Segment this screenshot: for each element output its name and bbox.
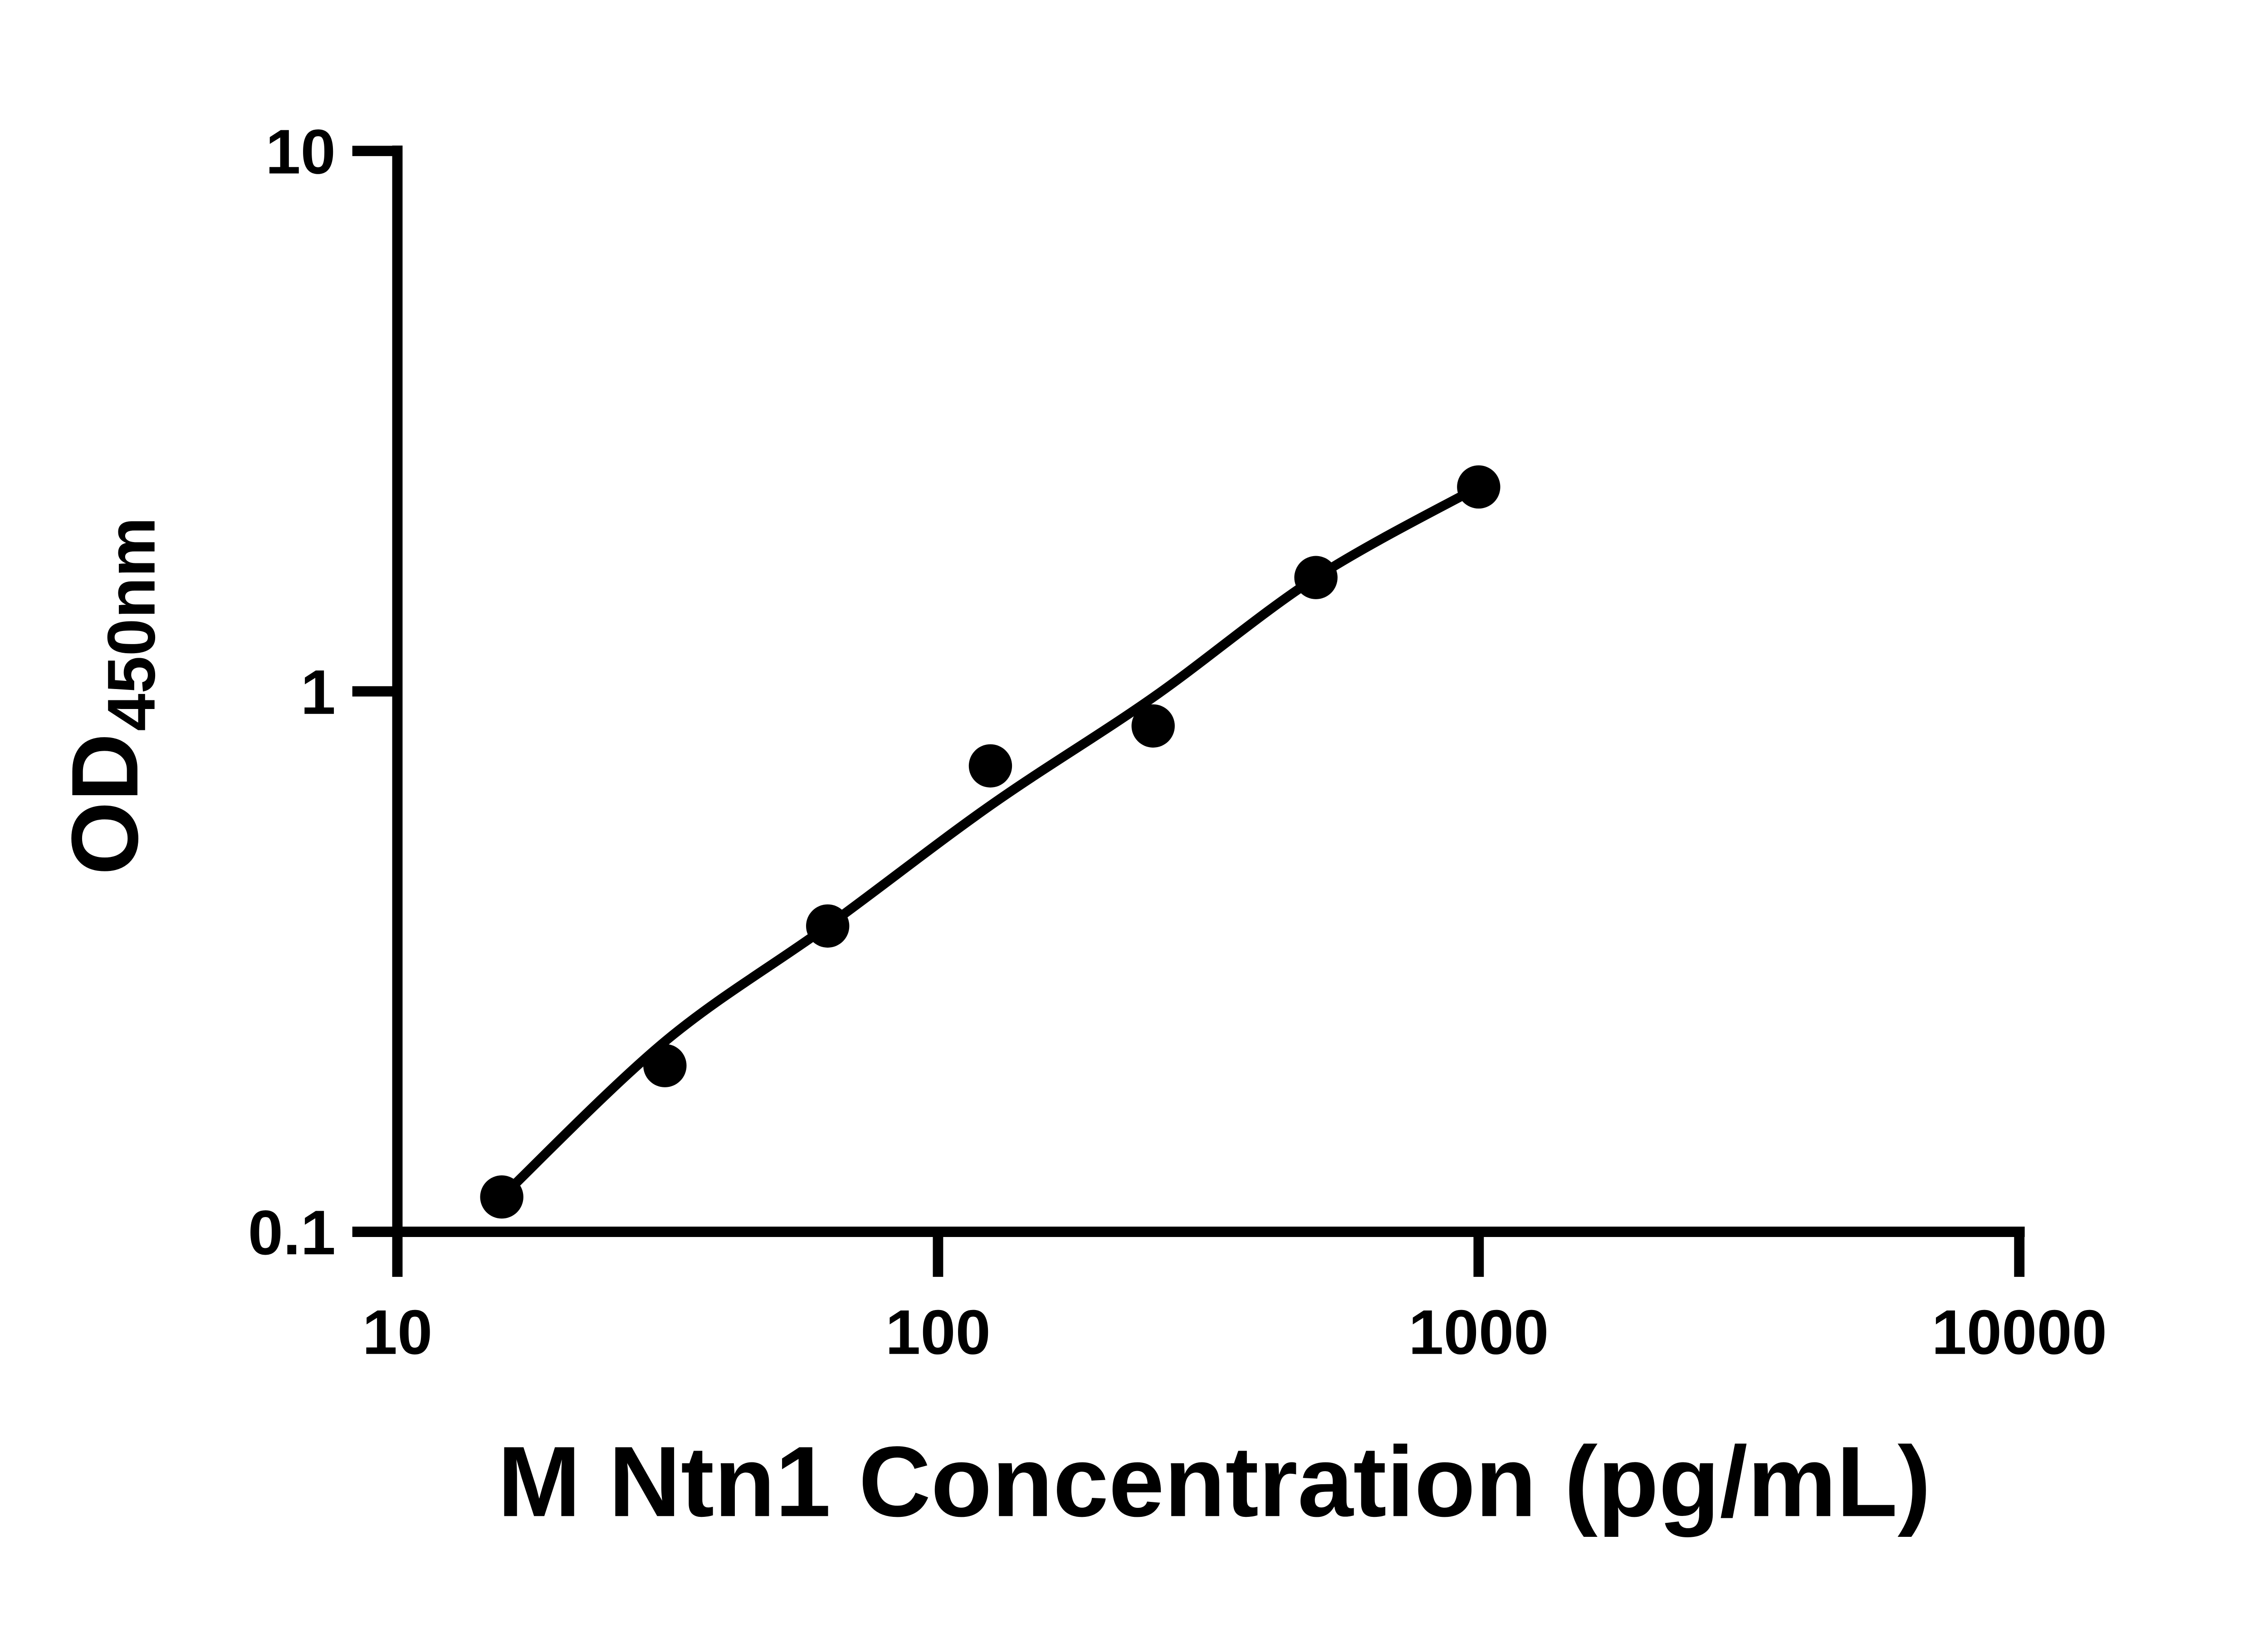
x-axis-ticks (392, 1232, 2025, 1277)
x-tick-label: 10000 (1931, 1297, 2107, 1368)
x-axis-tick-labels: 10 100 1000 10000 (362, 1297, 2107, 1368)
y-axis-title-main: OD (52, 733, 158, 875)
x-tick-label: 100 (885, 1297, 991, 1368)
fit-curve-line (497, 482, 1484, 1202)
x-tick-label: 1000 (1408, 1297, 1549, 1368)
y-axis-title-subscript: 450nm (93, 517, 169, 731)
x-tick-label: 10 (362, 1297, 433, 1368)
axes (392, 145, 2025, 1237)
y-axis-title: OD 450nm (52, 517, 169, 875)
data-point-marker (806, 904, 850, 948)
y-tick-label: 10 (265, 117, 336, 187)
y-tick-label: 1 (301, 657, 336, 728)
y-axis-tick-labels: 0.1 1 10 (248, 117, 336, 1268)
data-point-marker (968, 744, 1012, 788)
x-axis-title: M Ntn1 Concentration (pg/mL) (498, 1425, 1931, 1537)
data-point-marker (1457, 465, 1501, 509)
y-axis-ticks (352, 146, 398, 1237)
data-point-marker (1131, 704, 1175, 748)
data-point-marker (1294, 556, 1338, 599)
data-point-marker (480, 1175, 523, 1219)
data-points (480, 465, 1501, 1219)
data-point-marker (643, 1044, 687, 1087)
y-tick-label: 0.1 (248, 1198, 336, 1268)
